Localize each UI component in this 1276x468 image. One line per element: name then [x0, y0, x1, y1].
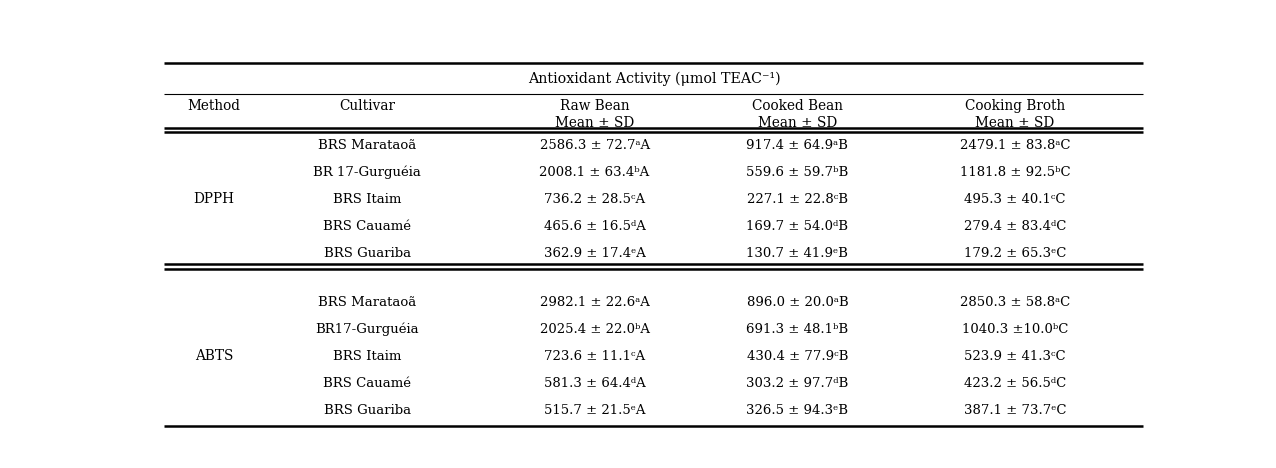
Text: Method: Method — [188, 99, 240, 113]
Text: 227.1 ± 22.8ᶜB: 227.1 ± 22.8ᶜB — [746, 193, 847, 206]
Text: BRS Cauamé: BRS Cauamé — [323, 377, 411, 390]
Text: 896.0 ± 20.0ᵃB: 896.0 ± 20.0ᵃB — [746, 296, 849, 308]
Text: BR 17-Gurguéia: BR 17-Gurguéia — [313, 166, 421, 179]
Text: 515.7 ± 21.5ᵉA: 515.7 ± 21.5ᵉA — [544, 404, 646, 417]
Text: 2850.3 ± 58.8ᵃC: 2850.3 ± 58.8ᵃC — [960, 296, 1071, 308]
Text: 691.3 ± 48.1ᵇB: 691.3 ± 48.1ᵇB — [746, 322, 849, 336]
Text: BRS Itaim: BRS Itaim — [333, 350, 402, 363]
Text: 465.6 ± 16.5ᵈA: 465.6 ± 16.5ᵈA — [544, 220, 646, 233]
Text: ABTS: ABTS — [195, 349, 234, 363]
Text: 362.9 ± 17.4ᵉA: 362.9 ± 17.4ᵉA — [544, 247, 646, 260]
Text: 559.6 ± 59.7ᵇB: 559.6 ± 59.7ᵇB — [746, 166, 849, 179]
Text: 917.4 ± 64.9ᵃB: 917.4 ± 64.9ᵃB — [746, 139, 849, 152]
Text: 130.7 ± 41.9ᵉB: 130.7 ± 41.9ᵉB — [746, 247, 849, 260]
Text: Raw Bean: Raw Bean — [560, 99, 629, 113]
Text: 430.4 ± 77.9ᶜB: 430.4 ± 77.9ᶜB — [746, 350, 849, 363]
Text: BRS Marataoã: BRS Marataoã — [318, 296, 416, 308]
Text: BRS Cauamé: BRS Cauamé — [323, 220, 411, 233]
Text: DPPH: DPPH — [194, 192, 235, 206]
Text: BRS Guariba: BRS Guariba — [324, 247, 411, 260]
Text: 279.4 ± 83.4ᵈC: 279.4 ± 83.4ᵈC — [963, 220, 1065, 233]
Text: 581.3 ± 64.4ᵈA: 581.3 ± 64.4ᵈA — [544, 377, 646, 390]
Text: BRS Itaim: BRS Itaim — [333, 193, 402, 206]
Text: 387.1 ± 73.7ᵉC: 387.1 ± 73.7ᵉC — [963, 404, 1067, 417]
Text: 495.3 ± 40.1ᶜC: 495.3 ± 40.1ᶜC — [965, 193, 1065, 206]
Text: BRS Marataoã: BRS Marataoã — [318, 139, 416, 152]
Text: 326.5 ± 94.3ᵉB: 326.5 ± 94.3ᵉB — [746, 404, 849, 417]
Text: 1181.8 ± 92.5ᵇC: 1181.8 ± 92.5ᵇC — [960, 166, 1071, 179]
Text: Cooked Bean: Cooked Bean — [752, 99, 843, 113]
Text: Antioxidant Activity (μmol TEAC⁻¹): Antioxidant Activity (μmol TEAC⁻¹) — [528, 72, 780, 86]
Text: 2586.3 ± 72.7ᵃA: 2586.3 ± 72.7ᵃA — [540, 139, 649, 152]
Text: Mean ± SD: Mean ± SD — [975, 116, 1054, 130]
Text: 303.2 ± 97.7ᵈB: 303.2 ± 97.7ᵈB — [746, 377, 849, 390]
Text: 169.7 ± 54.0ᵈB: 169.7 ± 54.0ᵈB — [746, 220, 849, 233]
Text: Mean ± SD: Mean ± SD — [555, 116, 634, 130]
Text: 2008.1 ± 63.4ᵇA: 2008.1 ± 63.4ᵇA — [540, 166, 649, 179]
Text: Mean ± SD: Mean ± SD — [758, 116, 837, 130]
Text: 1040.3 ±10.0ᵇC: 1040.3 ±10.0ᵇC — [962, 322, 1068, 336]
Text: 2025.4 ± 22.0ᵇA: 2025.4 ± 22.0ᵇA — [540, 322, 649, 336]
Text: 2479.1 ± 83.8ᵃC: 2479.1 ± 83.8ᵃC — [960, 139, 1071, 152]
Text: 2982.1 ± 22.6ᵃA: 2982.1 ± 22.6ᵃA — [540, 296, 649, 308]
Text: 523.9 ± 41.3ᶜC: 523.9 ± 41.3ᶜC — [965, 350, 1065, 363]
Text: BR17-Gurguéia: BR17-Gurguéia — [315, 322, 419, 336]
Text: Cooking Broth: Cooking Broth — [965, 99, 1065, 113]
Text: 179.2 ± 65.3ᵉC: 179.2 ± 65.3ᵉC — [963, 247, 1065, 260]
Text: 423.2 ± 56.5ᵈC: 423.2 ± 56.5ᵈC — [963, 377, 1065, 390]
Text: 723.6 ± 11.1ᶜA: 723.6 ± 11.1ᶜA — [544, 350, 646, 363]
Text: Cultivar: Cultivar — [339, 99, 396, 113]
Text: 736.2 ± 28.5ᶜA: 736.2 ± 28.5ᶜA — [544, 193, 646, 206]
Text: BRS Guariba: BRS Guariba — [324, 404, 411, 417]
